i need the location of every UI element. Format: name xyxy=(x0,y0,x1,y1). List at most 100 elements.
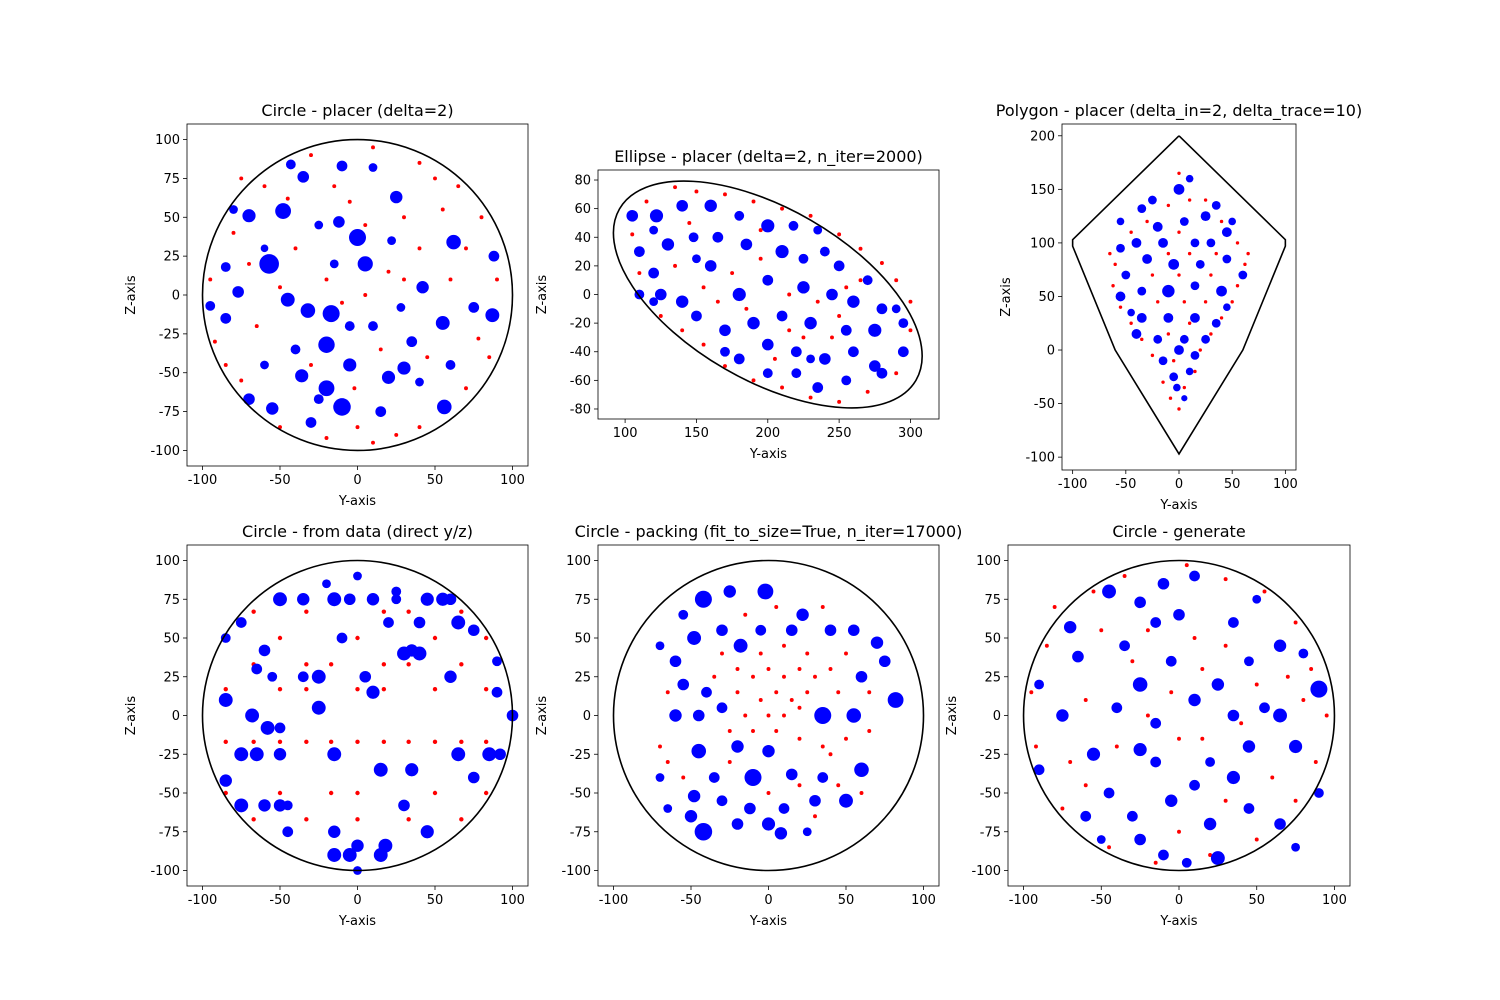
scatter-point xyxy=(1206,238,1216,248)
scatter-point xyxy=(723,585,736,598)
scatter-point xyxy=(327,848,342,862)
scatter-point xyxy=(865,389,870,394)
scatter-point xyxy=(716,795,728,807)
scatter-point xyxy=(386,269,391,274)
scatter-point xyxy=(797,667,802,671)
scatter-point xyxy=(801,335,806,340)
scatter-point xyxy=(355,790,360,796)
scatter-point xyxy=(898,318,909,329)
scatter-point xyxy=(1223,303,1231,311)
scatter-point xyxy=(396,303,406,312)
scatter-point xyxy=(780,385,785,390)
scatter-point xyxy=(247,261,251,266)
scatter-point xyxy=(1301,698,1306,702)
scatter-point xyxy=(1111,284,1115,288)
y-tick-label: -100 xyxy=(150,444,180,459)
scatter-point xyxy=(398,799,410,812)
scatter-point xyxy=(1223,798,1228,803)
y-tick-label: -25 xyxy=(159,748,180,763)
scatter-point xyxy=(278,285,282,290)
x-tick-label: -50 xyxy=(269,473,290,488)
scatter-point xyxy=(733,638,748,653)
scatter-point xyxy=(1246,251,1250,256)
scatter-point xyxy=(837,314,842,318)
scatter-point xyxy=(1214,251,1218,256)
y-tick-label: 200 xyxy=(1030,129,1055,144)
scatter-point xyxy=(681,775,686,780)
y-tick-label: 0 xyxy=(1047,344,1055,359)
scatter-point xyxy=(891,304,901,314)
scatter-point xyxy=(304,609,309,614)
scatter-point xyxy=(1115,291,1126,302)
y-tick-label: -25 xyxy=(570,748,591,763)
scatter-point xyxy=(459,739,464,745)
x-axis-label: Y-axis xyxy=(749,447,787,462)
scatter-point xyxy=(234,798,249,813)
scatter-point xyxy=(797,281,810,294)
scatter-point xyxy=(1200,736,1205,741)
y-tick-label: -100 xyxy=(1025,451,1055,466)
scatter-point xyxy=(381,662,387,667)
scatter-point xyxy=(819,246,830,257)
scatter-point xyxy=(808,213,813,218)
scatter-point xyxy=(1166,203,1171,208)
scatter-point xyxy=(858,278,863,283)
scatter-point xyxy=(1226,770,1240,785)
scatter-point xyxy=(479,215,484,220)
x-tick-label: 50 xyxy=(838,893,855,908)
scatter-point xyxy=(205,300,216,311)
scatter-point xyxy=(266,402,279,415)
scatter-point xyxy=(464,246,468,251)
scatter-point xyxy=(1203,300,1208,304)
scatter-point xyxy=(1113,262,1117,267)
x-tick-label: 100 xyxy=(911,893,936,908)
scatter-point xyxy=(223,686,228,692)
scatter-point xyxy=(776,310,788,322)
scatter-point xyxy=(1174,345,1184,355)
scatter-point xyxy=(867,690,872,695)
scatter-point xyxy=(1134,833,1146,846)
scatter-point xyxy=(649,225,659,235)
scatter-point xyxy=(212,339,217,344)
scatter-point xyxy=(1150,717,1162,729)
scatter-point xyxy=(1219,316,1224,320)
scatter-point xyxy=(1131,237,1142,248)
scatter-point xyxy=(1219,219,1224,224)
scatter-point xyxy=(391,586,402,597)
scatter-point xyxy=(676,199,688,212)
scatter-point xyxy=(805,690,810,695)
scatter-point xyxy=(808,395,813,400)
scatter-point xyxy=(1209,273,1213,277)
scatter-point xyxy=(1203,817,1217,831)
y-tick-label: -25 xyxy=(980,748,1001,763)
scatter-point xyxy=(1314,788,1324,798)
scatter-point xyxy=(1239,721,1244,726)
scatter-point xyxy=(1150,756,1162,768)
scatter-point xyxy=(355,739,360,745)
scatter-point xyxy=(1208,853,1213,857)
scatter-point xyxy=(1243,262,1247,267)
scatter-point xyxy=(243,393,255,405)
y-tick-label: -80 xyxy=(570,402,591,417)
scatter-point xyxy=(468,302,480,313)
scatter-point xyxy=(1034,679,1044,690)
scatter-point xyxy=(655,641,665,651)
scatter-point xyxy=(1254,682,1259,687)
scatter-point xyxy=(397,361,411,375)
scatter-point xyxy=(774,729,779,733)
y-tick-label: 100 xyxy=(155,133,180,148)
scatter-point xyxy=(1273,708,1287,723)
scatter-point xyxy=(797,705,802,710)
x-tick-label: 0 xyxy=(353,473,361,488)
scatter-point xyxy=(1173,608,1185,621)
scatter-point xyxy=(665,760,670,764)
scatter-point xyxy=(755,624,767,636)
scatter-point xyxy=(1169,372,1179,382)
scatter-point xyxy=(456,184,461,189)
scatter-point xyxy=(1270,775,1275,780)
scatter-point xyxy=(1118,305,1123,309)
scatter-point xyxy=(359,670,372,683)
scatter-point xyxy=(1254,837,1259,842)
scatter-point xyxy=(761,219,775,233)
